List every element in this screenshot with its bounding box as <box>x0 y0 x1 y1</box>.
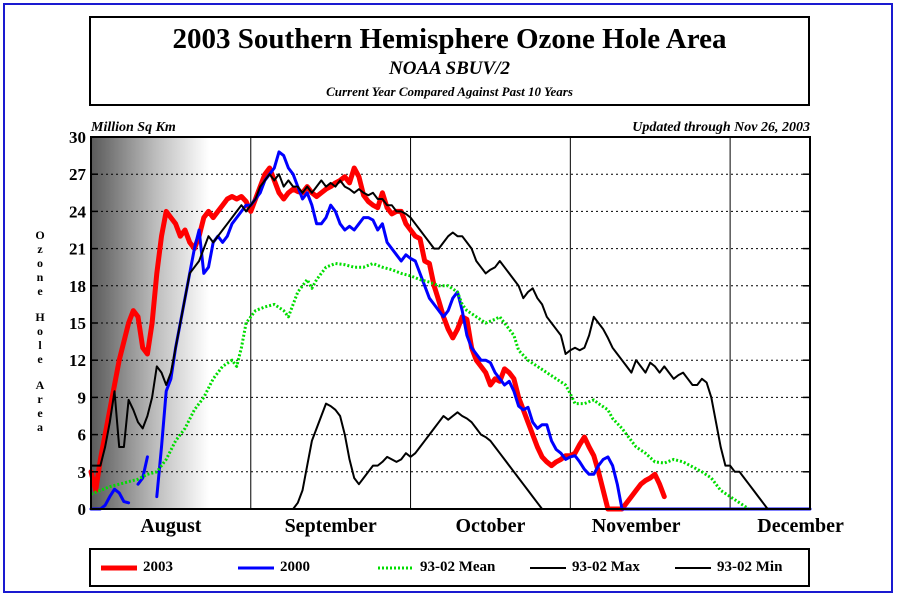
outer-frame <box>3 3 893 593</box>
y-tick-label-6: 6 <box>78 426 87 445</box>
x-month-label-november: November <box>592 515 681 537</box>
y-axis-label-letter: e <box>37 406 43 420</box>
y-tick-label-15: 15 <box>69 314 86 333</box>
y-tick-label-24: 24 <box>69 202 87 221</box>
y-axis-label-letter: H <box>35 310 45 324</box>
y-axis-label-letter: e <box>37 352 43 366</box>
units-label: Million Sq Km <box>90 120 176 135</box>
y-tick-label-30: 30 <box>69 128 86 147</box>
y-tick-label-0: 0 <box>78 500 87 519</box>
legend-label-min: 93-02 Min <box>717 559 783 575</box>
y-tick-label-12: 12 <box>69 351 86 370</box>
y-axis-label-letter: O <box>35 228 45 242</box>
x-month-label-october: October <box>455 515 525 537</box>
y-tick-label-27: 27 <box>69 165 87 184</box>
legend-label-mean: 93-02 Mean <box>420 559 496 575</box>
legend-swatch-min <box>675 567 711 569</box>
updated-label: Updated through Nov 26, 2003 <box>632 120 810 135</box>
legend-label-2000: 2000 <box>280 559 310 575</box>
y-axis-label-letter: o <box>37 256 43 270</box>
series-line-2003 <box>88 165 667 512</box>
y-axis-label-letter: r <box>37 392 43 406</box>
chart-title: 2003 Southern Hemisphere Ozone Hole Area <box>172 23 727 55</box>
y-axis-label-letter: A <box>35 378 45 392</box>
legend-swatch-max <box>530 567 566 569</box>
x-month-label-august: August <box>140 515 201 537</box>
series-line-93-02-max <box>90 173 769 510</box>
ozone-chart: 0 3 6 9 12 15 18 21 24 27 30 August September October… <box>69 120 844 537</box>
y-axis-label-letter: e <box>37 284 43 298</box>
legend-label-2003: 2003 <box>143 559 173 575</box>
y-axis-label-letter: o <box>37 324 43 338</box>
y-axis-label-letter: a <box>37 420 43 434</box>
title-box: 2003 Southern Hemisphere Ozone Hole Area… <box>89 16 810 106</box>
x-month-label-september: September <box>285 515 377 537</box>
y-tick-label-21: 21 <box>69 240 86 259</box>
y-axis-label-letter: l <box>38 338 42 352</box>
legend-swatch-2003 <box>101 565 137 571</box>
legend-swatch-mean <box>378 566 414 570</box>
y-axis-label-letter: z <box>37 242 43 256</box>
x-month-label-december: December <box>757 515 844 537</box>
legend-label-max: 93-02 Max <box>572 559 640 575</box>
legend: 2003 2000 93-02 Mean 93-02 Max 93-02 Min <box>89 548 810 587</box>
y-tick-label-18: 18 <box>69 277 86 296</box>
series-line-93-02-min <box>292 402 544 510</box>
legend-swatch-2000 <box>238 566 274 570</box>
y-tick-label-3: 3 <box>78 463 87 482</box>
series-line-2000-1 <box>136 455 149 486</box>
chart-subtitle: NOAA SBUV/2 <box>389 58 510 79</box>
y-tick-label-9: 9 <box>78 388 87 407</box>
y-axis-label-letter: n <box>36 270 44 284</box>
chart-note: Current Year Compared Against Past 10 Ye… <box>326 84 573 99</box>
